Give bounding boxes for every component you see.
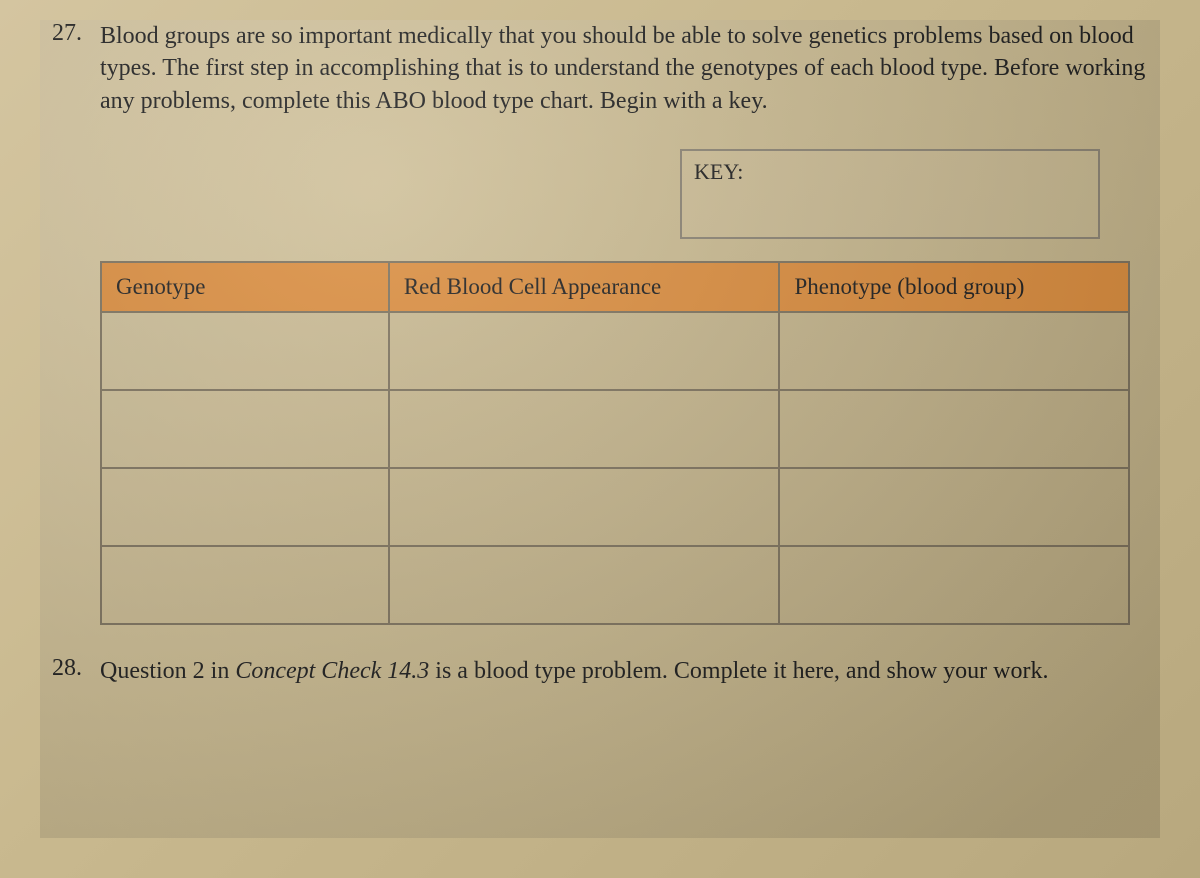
table-header-row: Genotype Red Blood Cell Appearance Pheno… xyxy=(101,262,1129,312)
table-row[interactable] xyxy=(101,468,1129,546)
abo-blood-type-table: Genotype Red Blood Cell Appearance Pheno… xyxy=(100,261,1130,625)
table-row[interactable] xyxy=(101,390,1129,468)
cell-appearance[interactable] xyxy=(389,468,780,546)
cell-phenotype[interactable] xyxy=(779,546,1129,624)
abo-table-wrap: Genotype Red Blood Cell Appearance Pheno… xyxy=(100,261,1130,625)
cell-appearance[interactable] xyxy=(389,390,780,468)
question-27: 27. Blood groups are so important medica… xyxy=(40,20,1160,117)
question-28: 28. Question 2 in Concept Check 14.3 is … xyxy=(40,655,1160,687)
q28-text-italic: Concept Check 14.3 xyxy=(235,658,429,684)
cell-appearance[interactable] xyxy=(389,312,780,390)
cell-phenotype[interactable] xyxy=(779,312,1129,390)
header-genotype: Genotype xyxy=(101,262,389,312)
key-box[interactable]: KEY: xyxy=(680,149,1100,239)
cell-phenotype[interactable] xyxy=(779,390,1129,468)
header-appearance: Red Blood Cell Appearance xyxy=(389,262,780,312)
table-body xyxy=(101,312,1129,624)
table-row[interactable] xyxy=(101,312,1129,390)
question-27-text: Blood groups are so important medically … xyxy=(100,20,1160,117)
table-row[interactable] xyxy=(101,546,1129,624)
worksheet-page: 27. Blood groups are so important medica… xyxy=(40,20,1160,838)
cell-genotype[interactable] xyxy=(101,390,389,468)
q28-text-pre: Question 2 in xyxy=(100,658,235,684)
header-phenotype: Phenotype (blood group) xyxy=(779,262,1129,312)
key-label: KEY: xyxy=(694,159,743,184)
q28-text-post: is a blood type problem. Complete it her… xyxy=(429,658,1048,684)
cell-genotype[interactable] xyxy=(101,468,389,546)
cell-phenotype[interactable] xyxy=(779,468,1129,546)
cell-appearance[interactable] xyxy=(389,546,780,624)
cell-genotype[interactable] xyxy=(101,312,389,390)
question-27-number: 27. xyxy=(40,20,100,47)
cell-genotype[interactable] xyxy=(101,546,389,624)
question-28-text: Question 2 in Concept Check 14.3 is a bl… xyxy=(100,655,1160,687)
question-28-number: 28. xyxy=(40,655,100,682)
